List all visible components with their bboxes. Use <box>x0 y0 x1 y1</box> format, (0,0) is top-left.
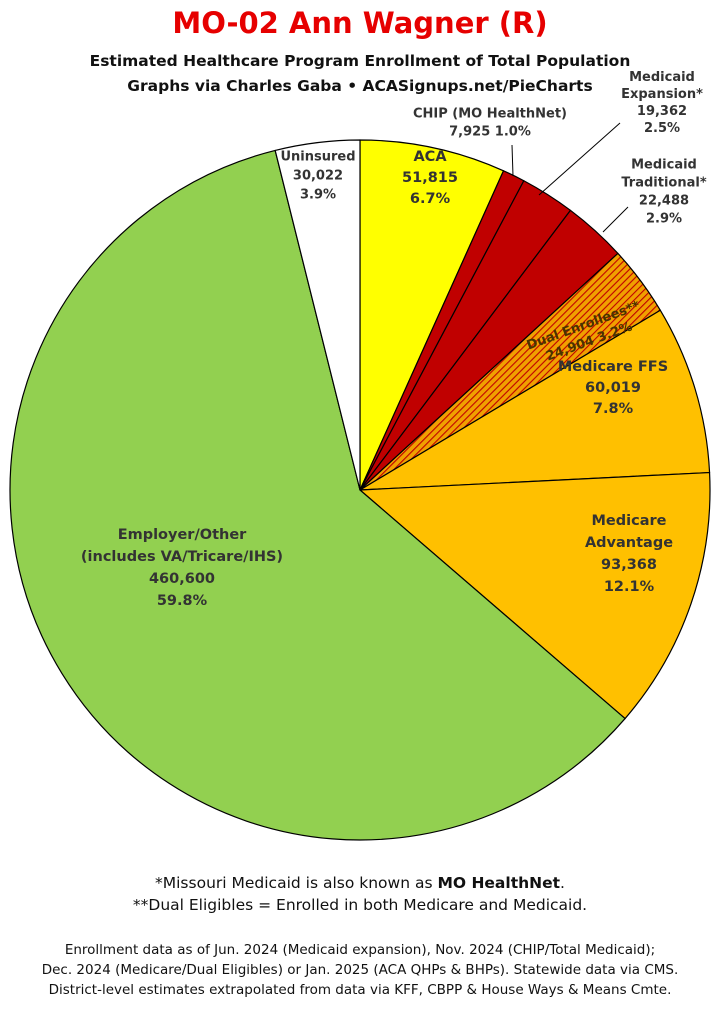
slice-label-line: Expansion* <box>621 87 703 102</box>
pie-slice-employer-other-includes-va-tricare-ihs <box>9 149 626 841</box>
slice-label-line: 22,488 <box>639 194 689 209</box>
slice-label-medicare-advantage: Medicare Advantage 93,368 12.1% <box>585 513 673 595</box>
pie-slice-medicare-advantage <box>359 471 711 720</box>
slice-label-line: 59.8% <box>157 593 208 609</box>
slice-label-line: 19,362 <box>637 104 687 119</box>
slice-label-line: Medicare FFS <box>558 359 668 375</box>
slice-label-line: (includes VA/Tricare/IHS) <box>81 549 283 565</box>
slice-label-medicare-ffs: Medicare FFS 60,019 7.8% <box>558 359 668 417</box>
slice-label-line: 2.5% <box>644 121 680 136</box>
leader-line <box>511 144 514 177</box>
slice-label-line: 93,368 <box>601 557 657 573</box>
slice-label-medicaid-expansion: Medicaid Expansion* 19,362 2.5% <box>621 70 703 136</box>
slice-label-line: CHIP (MO HealthNet) <box>413 107 567 122</box>
slice-label-chip-mo-healthnet: CHIP (MO HealthNet) 7,925 1.0% <box>413 107 567 140</box>
pie-slice-uninsured <box>274 139 361 491</box>
pie-slice-medicare-ffs <box>359 309 711 491</box>
slice-label-line: 7.8% <box>593 401 634 417</box>
slice-label-uninsured: Uninsured 30,022 3.9% <box>280 150 355 203</box>
slice-label-line: 51,815 <box>402 170 458 186</box>
source-note-line-1: Enrollment data as of Jun. 2024 (Medicai… <box>64 942 656 958</box>
medicaid-note: *Missouri Medicaid is also known as MO H… <box>155 874 565 892</box>
slice-label-line: 30,022 <box>293 169 343 184</box>
slice-label-line: 60,019 <box>585 380 641 396</box>
slice-label-employer-other-includes-va-tricare-ihs: Employer/Other (includes VA/Tricare/IHS) 4… <box>81 527 283 609</box>
slice-label-aca: ACA 51,815 6.7% <box>402 149 458 207</box>
slice-label-line: 6.7% <box>410 191 451 207</box>
slice-label-line: Medicaid <box>629 70 695 85</box>
slice-label-line: 460,600 <box>149 571 215 587</box>
slice-label-line: 12.1% <box>604 579 655 595</box>
source-note-line-3: District-level estimates extrapolated fr… <box>48 982 672 998</box>
leader-line <box>538 122 621 196</box>
slice-label-medicaid-traditional: Medicaid Traditional* 22,488 2.9% <box>621 158 706 227</box>
source-note-line-2: Dec. 2024 (Medicare/Dual Eligibles) or J… <box>41 962 679 978</box>
slice-label-line: 7,925 1.0% <box>449 125 531 140</box>
slice-label-line: Traditional* <box>621 176 706 191</box>
chart-subtitle: Estimated Healthcare Program Enrollment … <box>89 52 631 70</box>
page-title: MO-02 Ann Wagner (R) <box>172 6 548 40</box>
pie-slice-aca <box>359 139 505 491</box>
chart-credit: Graphs via Charles Gaba • ACASignups.net… <box>127 77 593 95</box>
slice-label-line: 2.9% <box>646 212 682 227</box>
dual-eligibles-note: **Dual Eligibles = Enrolled in both Medi… <box>132 896 588 914</box>
slice-label-line: 3.9% <box>300 188 336 203</box>
slice-label-line: Medicaid <box>631 158 697 173</box>
slice-label-line: ACA <box>413 149 447 165</box>
leader-line <box>602 206 629 233</box>
slice-label-line: Uninsured <box>280 150 355 165</box>
slice-label-line: Advantage <box>585 535 673 551</box>
slice-label-line: Medicare <box>592 513 667 529</box>
slice-label-line: Employer/Other <box>118 527 247 543</box>
